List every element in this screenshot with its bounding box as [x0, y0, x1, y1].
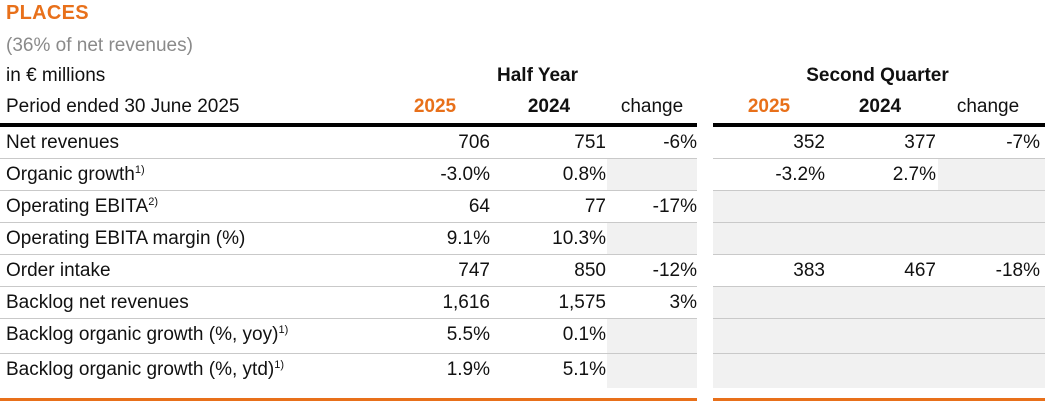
hy-value-2025: 747	[458, 260, 490, 281]
hy-value-2024: 0.8%	[562, 164, 606, 185]
hy-value-2024: 5.1%	[562, 359, 606, 380]
table-row: Organic growth1) -3.0% 0.8% -3.2% 2.7%	[0, 159, 1045, 191]
empty-cell-shade	[713, 319, 1045, 353]
q2-2025-header: 2025	[747, 96, 791, 117]
hy-value-2024: 77	[584, 196, 606, 217]
row-divider	[0, 190, 697, 191]
hy-value-2024: 0.1%	[562, 324, 606, 345]
row-label-text: Net revenues	[6, 132, 120, 153]
hy-value-2025: 1.9%	[446, 359, 490, 380]
q2-value-2025: -3.2%	[775, 164, 825, 185]
footnote-marker: 1)	[134, 164, 145, 176]
empty-cell-shade	[713, 354, 1045, 388]
row-label: Net revenues	[6, 132, 119, 154]
footer-rule-right	[713, 398, 1045, 401]
row-divider	[713, 158, 1045, 159]
revenue-share-subtitle: (36% of net revenues)	[6, 35, 193, 56]
row-label-text: Organic growth	[6, 164, 135, 185]
table-row: Backlog organic growth (%, yoy)1) 5.5% 0.1…	[0, 319, 1045, 354]
hy-value-change: 3%	[669, 292, 697, 313]
row-label-text: Order intake	[6, 260, 111, 281]
q2-value-2024: 2.7%	[892, 164, 936, 185]
hy-value-2024: 751	[574, 132, 606, 153]
hy-value-2025: 706	[458, 132, 490, 153]
hy-value-2024: 850	[574, 260, 606, 281]
half-year-group-header: Half Year	[497, 65, 578, 86]
hy-change-header: change	[620, 96, 684, 117]
hy-value-change: -6%	[663, 132, 697, 153]
empty-cell-shade	[938, 159, 1045, 190]
empty-cell-shade	[607, 354, 697, 388]
empty-cell-shade	[713, 287, 1045, 318]
table-row: Backlog net revenues 1,616 1,575 3%	[0, 287, 1045, 319]
row-divider	[0, 222, 697, 223]
row-label-text: Operating EBITA margin (%)	[6, 228, 246, 249]
row-divider	[0, 318, 697, 319]
empty-cell-shade	[607, 223, 697, 254]
row-divider	[713, 353, 1045, 354]
hy-2024-header: 2024	[527, 96, 571, 117]
period-label: Period ended 30 June 2025	[6, 96, 240, 117]
row-label: Backlog organic growth (%, ytd)1)	[6, 359, 284, 381]
hy-value-2024: 10.3%	[552, 228, 606, 249]
row-divider	[0, 254, 697, 255]
q2-value-2024: 467	[904, 260, 936, 281]
row-label: Operating EBITA2)	[6, 196, 158, 218]
q2-value-change: -18%	[995, 260, 1040, 281]
q2-2024-header: 2024	[858, 96, 902, 117]
row-label: Order intake	[6, 260, 111, 282]
empty-cell-shade	[607, 319, 697, 353]
row-divider	[713, 222, 1045, 223]
row-divider	[0, 158, 697, 159]
footer-rule-left	[0, 398, 697, 401]
header-rule-left	[0, 123, 697, 127]
q2-value-2025: 383	[793, 260, 825, 281]
results-table: Net revenues 706 751 -6% 352 377 -7% Organic gr…	[0, 127, 1045, 389]
row-label: Backlog organic growth (%, yoy)1)	[6, 324, 288, 346]
empty-cell-shade	[713, 191, 1045, 222]
second-quarter-group-header: Second Quarter	[806, 65, 949, 86]
hy-value-2024: 1,575	[558, 292, 606, 313]
header-rule-right	[713, 123, 1045, 127]
footnote-marker: 2)	[148, 196, 158, 208]
hy-2025-header: 2025	[413, 96, 457, 117]
row-divider	[0, 286, 697, 287]
row-label: Operating EBITA margin (%)	[6, 228, 245, 250]
table-row: Order intake 747 850 -12% 383 467 -18%	[0, 255, 1045, 287]
q2-value-change: -7%	[1006, 132, 1040, 153]
hy-value-change: -17%	[652, 196, 697, 217]
row-label-text: Backlog net revenues	[6, 292, 189, 313]
units-label: in € millions	[6, 65, 106, 86]
section-title: PLACES	[6, 2, 89, 24]
column-header-row: Period ended 30 June 2025 2025 2024 chan…	[0, 96, 1045, 122]
row-label-text: Backlog organic growth (%, yoy)	[6, 324, 279, 345]
table-row: Operating EBITA margin (%) 9.1% 10.3%	[0, 223, 1045, 255]
hy-value-2025: -3.0%	[440, 164, 490, 185]
table-row: Operating EBITA2) 64 77 -17%	[0, 191, 1045, 223]
hy-value-2025: 9.1%	[446, 228, 490, 249]
footnote-marker: 1)	[274, 359, 285, 371]
row-label-text: Operating EBITA	[6, 196, 149, 217]
row-divider	[713, 254, 1045, 255]
row-divider	[713, 286, 1045, 287]
empty-cell-shade	[713, 223, 1045, 254]
row-divider	[713, 318, 1045, 319]
hy-value-2025: 1,616	[442, 292, 490, 313]
row-label: Organic growth1)	[6, 164, 145, 186]
table-row: Backlog organic growth (%, ytd)1) 1.9% 5.1…	[0, 354, 1045, 389]
empty-cell-shade	[607, 159, 697, 190]
row-divider	[713, 190, 1045, 191]
row-label-text: Backlog organic growth (%, ytd)	[6, 359, 275, 380]
table-row: Net revenues 706 751 -6% 352 377 -7%	[0, 127, 1045, 159]
q2-change-header: change	[956, 96, 1020, 117]
row-divider	[0, 353, 697, 354]
row-label: Backlog net revenues	[6, 292, 189, 314]
hy-value-2025: 64	[468, 196, 490, 217]
q2-value-2025: 352	[793, 132, 825, 153]
hy-value-change: -12%	[652, 260, 697, 281]
q2-value-2024: 377	[904, 132, 936, 153]
hy-value-2025: 5.5%	[446, 324, 490, 345]
footnote-marker: 1)	[278, 324, 289, 336]
